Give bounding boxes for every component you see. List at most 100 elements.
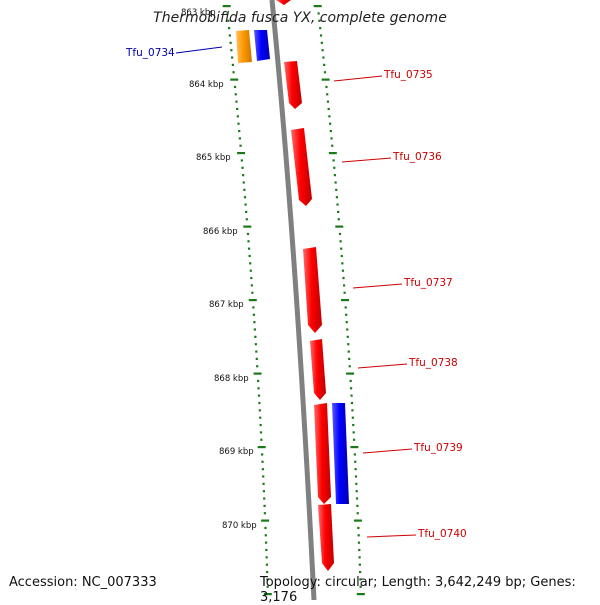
minor-tick [352,423,355,427]
minor-tick [229,41,232,44]
minor-tick [227,27,231,30]
minor-tick [345,313,348,316]
minor-tick [342,284,346,287]
minor-tick [359,578,362,581]
major-tick [253,372,262,375]
gene-label-tfu-0736[interactable]: Tfu_0736 [392,151,442,163]
minor-tick [359,585,362,588]
minor-tick [317,12,320,15]
gene-tfu-0737-leader [352,283,403,289]
minor-tick [265,548,268,552]
major-tick [263,593,272,596]
minor-tick [355,482,358,485]
minor-tick [239,144,242,147]
gene-label-tfu-0735[interactable]: Tfu_0735 [383,69,433,81]
gene-tfu-0736[interactable] [291,128,312,206]
minor-tick [263,512,266,515]
minor-tick [326,100,330,103]
minor-tick [325,85,328,89]
gene-partial-top [276,0,291,5]
major-tick [353,519,362,522]
minor-tick [238,137,241,140]
minor-tick [266,585,269,588]
topology-text: Topology: circular; Length: 3,642,249 bp… [260,575,576,605]
minor-tick [259,431,263,434]
minor-tick [357,541,361,544]
minor-tick [333,166,336,169]
gene-label-tfu-0739[interactable]: Tfu_0739 [413,442,463,454]
minor-tick [254,335,257,338]
minor-tick [358,563,361,566]
minor-tick [255,357,258,360]
minor-tick [261,460,264,463]
gene-tfu-0738[interactable] [310,339,326,400]
scale-label-870: 870 kbp [222,521,257,531]
minor-tick [238,129,241,133]
minor-tick [331,144,334,147]
gene-tfu-0735[interactable] [284,61,302,109]
minor-tick [318,19,321,22]
minor-tick [245,210,248,213]
gene-tfu-0740[interactable] [318,504,334,571]
minor-tick [329,122,332,125]
minor-tick [345,321,348,324]
minor-tick [341,269,345,272]
gene-tfu-0739[interactable] [314,403,349,504]
minor-tick [245,218,248,221]
minor-tick [357,526,360,530]
scale-label-865: 865 kbp [196,153,231,163]
minor-tick [338,232,342,236]
minor-tick [252,313,255,316]
minor-tick [263,504,266,507]
minor-tick [343,291,346,294]
minor-tick [320,41,323,44]
minor-tick [261,468,264,471]
minor-tick [332,159,335,162]
gene-label-tfu-0740[interactable]: Tfu_0740 [417,528,467,540]
minor-tick [262,482,265,485]
gene-tfu-0734[interactable] [236,30,270,63]
minor-tick [356,512,359,515]
gene-tfu-0737[interactable] [303,247,322,333]
minor-tick [354,475,358,478]
minor-tick [342,276,345,280]
minor-tick [351,409,354,412]
gene-label-tfu-0734[interactable]: Tfu_0734 [125,47,175,59]
scale-label-863: 863 kbp [181,8,216,18]
minor-tick [322,56,325,59]
minor-tick [329,129,332,133]
scale-label-864: 864 kbp [189,80,224,90]
minor-tick [264,534,267,537]
minor-tick [346,328,349,331]
minor-tick [253,328,256,331]
gene-tfu-0735-leader [333,75,383,82]
minor-tick [334,181,337,184]
minor-tick [250,284,253,287]
major-tick [243,225,252,228]
gene-tfu-0734-blue-block [254,30,270,61]
minor-tick [249,262,252,265]
minor-tick [330,137,333,140]
minor-tick [226,12,229,15]
minor-tick [353,453,356,456]
minor-tick [266,570,269,574]
minor-tick [350,394,353,397]
major-tick [350,446,359,449]
minor-tick [247,240,250,243]
minor-tick [327,107,330,111]
minor-tick [344,306,347,309]
minor-tick [262,475,265,478]
gene-label-tfu-0738[interactable]: Tfu_0738 [408,357,458,369]
minor-tick [350,401,354,405]
minor-tick [265,556,268,559]
minor-tick [354,468,357,471]
minor-tick [252,306,255,309]
minor-tick [242,181,245,184]
minor-tick [323,71,327,74]
minor-tick [348,357,351,360]
minor-tick [243,196,247,199]
minor-tick [354,460,357,463]
gene-label-tfu-0737[interactable]: Tfu_0737 [403,277,453,289]
minor-tick [231,63,234,66]
minor-tick [340,254,343,258]
